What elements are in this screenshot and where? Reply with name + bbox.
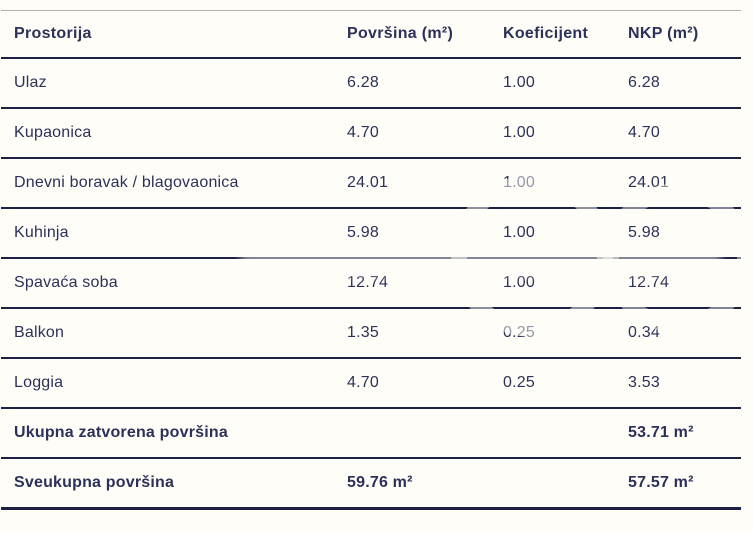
- room-area: 5.98: [347, 224, 379, 241]
- total-enclosed-area-row: Ukupna zatvorena površina 53.71 m²: [1, 409, 741, 459]
- room-coefficient: 1.00: [503, 174, 535, 191]
- room-name: Kupaonica: [14, 124, 92, 141]
- total-area: 59.76 m²: [347, 474, 413, 491]
- table-row: Balkon 1.35 0.25 0.34: [1, 309, 741, 359]
- room-area: 1.35: [347, 324, 379, 341]
- room-nkp: 0.34: [628, 324, 660, 341]
- table-row: Loggia 4.70 0.25 3.53: [1, 359, 741, 409]
- room-name: Dnevni boravak / blagovaonica: [14, 174, 239, 191]
- column-header-nkp: NKP (m²): [628, 25, 699, 42]
- room-coefficient: 1.00: [503, 224, 535, 241]
- room-nkp: 12.74: [628, 274, 670, 291]
- room-nkp: 24.01: [628, 174, 670, 191]
- room-area: 4.70: [347, 374, 379, 391]
- total-label: Ukupna zatvorena površina: [14, 424, 228, 441]
- total-nkp: 53.71 m²: [628, 424, 694, 441]
- room-area: 4.70: [347, 124, 379, 141]
- table-row: Spavaća soba 12.74 1.00 12.74: [1, 259, 741, 309]
- room-coefficient: 1.00: [503, 124, 535, 141]
- column-header-koeficijent: Koeficijent: [503, 25, 589, 42]
- grand-total-area-row: Sveukupna površina 59.76 m² 57.57 m²: [1, 459, 741, 510]
- room-coefficient: 1.00: [503, 274, 535, 291]
- room-area: 12.74: [347, 274, 389, 291]
- total-nkp: 57.57 m²: [628, 474, 694, 491]
- room-coefficient: 0.25: [503, 374, 535, 391]
- room-coefficient: 1.00: [503, 74, 535, 91]
- room-nkp: 3.53: [628, 374, 660, 391]
- total-label: Sveukupna površina: [14, 474, 175, 491]
- room-area: 6.28: [347, 74, 379, 91]
- column-header-prostorija: Prostorija: [14, 25, 92, 42]
- room-nkp: 4.70: [628, 124, 660, 141]
- table-header-row: Prostorija Površina (m²) Koeficijent NKP…: [1, 11, 741, 59]
- table-row: Kuhinja 5.98 1.00 5.98: [1, 209, 741, 259]
- column-header-povrsina: Površina (m²): [347, 25, 454, 42]
- room-nkp: 5.98: [628, 224, 660, 241]
- room-name: Ulaz: [14, 74, 47, 91]
- room-coefficient: 0.25: [503, 324, 535, 341]
- room-name: Loggia: [14, 374, 64, 391]
- table-row: Kupaonica 4.70 1.00 4.70: [1, 109, 741, 159]
- room-name: Spavaća soba: [14, 274, 118, 291]
- room-area-table: Prostorija Površina (m²) Koeficijent NKP…: [1, 10, 753, 510]
- room-nkp: 6.28: [628, 74, 660, 91]
- room-name: Balkon: [14, 324, 65, 341]
- table-row: Dnevni boravak / blagovaonica 24.01 1.00…: [1, 159, 741, 209]
- table-row: Ulaz 6.28 1.00 6.28: [1, 59, 741, 109]
- room-area: 24.01: [347, 174, 389, 191]
- room-name: Kuhinja: [14, 224, 69, 241]
